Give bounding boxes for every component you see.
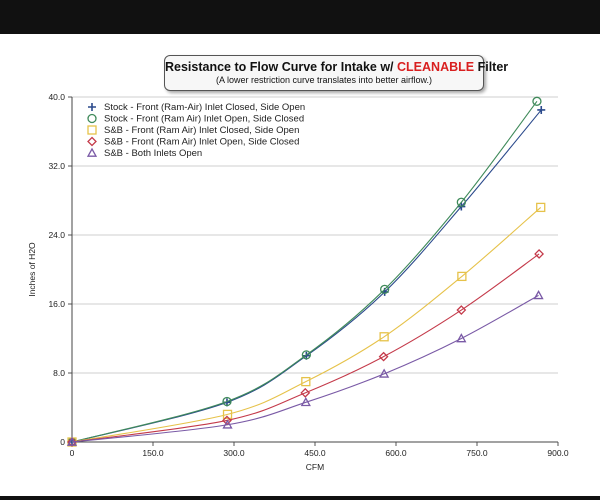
legend-marker-1 xyxy=(88,103,96,111)
data-point-series-3 xyxy=(457,271,467,282)
y-tick-label: 8.0 xyxy=(53,368,65,378)
data-point-series-4 xyxy=(534,249,545,259)
data-point-series-3 xyxy=(222,409,233,420)
data-point-series-2 xyxy=(301,350,312,360)
series-line-4 xyxy=(71,253,540,443)
legend-label-5: S&B - Both Inlets Open xyxy=(104,148,202,159)
chart-title-main: Resistance to Flow Curve for Intake w/ xyxy=(165,60,394,74)
legend-marker-4 xyxy=(87,136,97,147)
x-tick-label: 450.0 xyxy=(304,448,326,458)
data-point-series-5 xyxy=(533,290,544,300)
x-tick-label: 600.0 xyxy=(385,448,407,458)
legend-marker-5 xyxy=(86,147,98,157)
y-tick-label: 32.0 xyxy=(48,161,65,171)
data-point-series-5 xyxy=(222,419,233,429)
chart-title-highlight: CLEANABLE xyxy=(397,60,475,74)
legend-marker-2 xyxy=(87,113,97,124)
data-point-series-5 xyxy=(456,333,467,343)
top-frame-bar xyxy=(0,0,600,34)
legend-label-2: Stock - Front (Ram Air) Inlet Open, Side… xyxy=(104,114,304,125)
data-point-series-5 xyxy=(66,436,78,446)
data-point-series-5 xyxy=(379,368,390,378)
x-tick-label: 0 xyxy=(70,448,75,458)
x-tick-label: 900.0 xyxy=(547,448,569,458)
data-point-series-2 xyxy=(532,96,542,106)
y-tick-label: 24.0 xyxy=(48,230,65,240)
legend-label-1: Stock - Front (Ram-Air) Inlet Closed, Si… xyxy=(104,102,305,113)
data-point-series-3 xyxy=(536,202,546,213)
data-point-series-4 xyxy=(300,387,311,398)
y-tick-label: 16.0 xyxy=(48,299,65,309)
x-tick-label: 150.0 xyxy=(142,448,164,458)
x-tick-label: 750.0 xyxy=(466,448,488,458)
y-tick-label: 40.0 xyxy=(48,92,65,102)
legend-label-3: S&B - Front (Ram Air) Inlet Closed, Side… xyxy=(104,125,299,136)
data-point-series-4 xyxy=(67,437,77,447)
chart-title-suffix: Filter xyxy=(477,60,509,74)
legend-marker-3 xyxy=(87,125,97,135)
chart-subtitle: (A lower restriction curve translates in… xyxy=(215,75,433,85)
legend-label-4: S&B - Front (Ram Air) Inlet Open, Side C… xyxy=(104,137,299,148)
series-line-5 xyxy=(71,294,539,443)
data-point-series-5 xyxy=(300,396,311,407)
chart-title: Resistance to Flow Curve for Intake w/ C… xyxy=(165,60,508,74)
bottom-frame-bar xyxy=(0,496,600,500)
data-point-series-1 xyxy=(537,105,546,114)
data-point-series-4 xyxy=(456,305,467,315)
chart-title-box: Resistance to Flow Curve for Intake w/ C… xyxy=(164,55,508,91)
y-tick-label: 0 xyxy=(60,437,65,447)
data-point-series-2 xyxy=(222,396,232,407)
x-tick-label: 300.0 xyxy=(223,448,245,458)
series-line-2 xyxy=(71,100,538,443)
data-point-series-2 xyxy=(380,284,390,294)
y-axis-label: Inches of H2O xyxy=(27,242,37,297)
data-point-series-2 xyxy=(456,197,466,207)
data-point-series-3 xyxy=(301,376,311,387)
data-point-series-3 xyxy=(379,332,389,342)
series-line-1 xyxy=(71,109,542,443)
data-point-series-4 xyxy=(378,351,389,362)
series-line-3 xyxy=(71,206,542,443)
x-axis-label: CFM xyxy=(306,462,324,472)
